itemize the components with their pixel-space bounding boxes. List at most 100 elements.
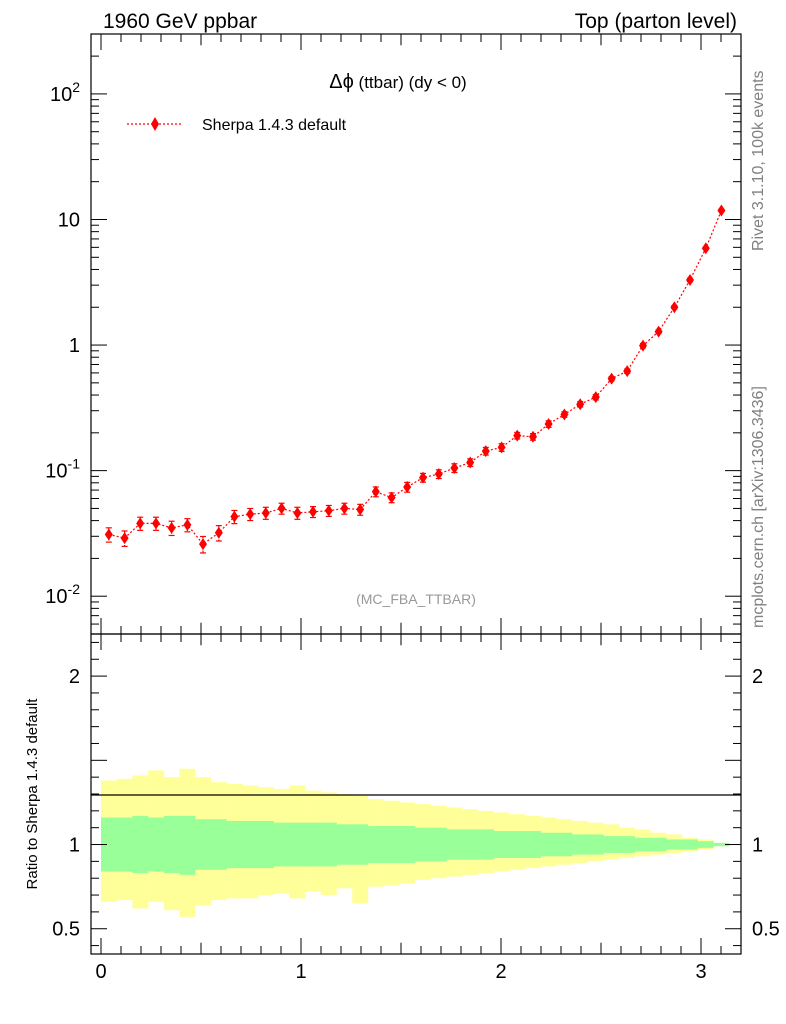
data-marker — [136, 517, 145, 530]
data-point — [387, 491, 396, 504]
data-point — [591, 391, 600, 404]
x-tick-label: 0 — [95, 961, 106, 983]
rivet-version-label: Rivet 3.1.10, 100k events — [750, 70, 767, 251]
data-point — [261, 506, 270, 520]
main-frame — [90, 33, 742, 635]
data-point — [104, 527, 113, 543]
data-point — [654, 325, 663, 338]
inner-band-bin — [210, 819, 227, 870]
data-marker — [277, 502, 286, 515]
data-point — [199, 535, 207, 554]
inner-band-bin — [132, 815, 149, 874]
inner-band-bin — [163, 815, 180, 874]
inner-band-bin — [493, 831, 510, 858]
main-plot-title: Δϕ (ttbar) (dy < 0) — [329, 71, 466, 93]
data-marker — [576, 398, 585, 411]
analysis-tag: (MC_FBA_TTBAR) — [356, 591, 476, 607]
inner-band-bin — [101, 817, 117, 872]
data-marker — [670, 301, 679, 314]
data-point — [293, 506, 302, 520]
data-marker — [214, 526, 223, 539]
x-tick-label: 2 — [495, 961, 506, 983]
main-data-layer — [104, 204, 726, 554]
inner-band-bin — [336, 824, 353, 865]
data-point — [434, 468, 443, 481]
mcplots-label: mcplots.cern.ch [arXiv:1306.3436] — [750, 386, 767, 628]
inner-band-bin — [603, 836, 620, 853]
ratio-y-tick-label: 2 — [69, 666, 80, 688]
data-point — [607, 372, 616, 385]
data-marker — [497, 441, 506, 454]
legend-label: Sherpa 1.4.3 default — [202, 117, 347, 134]
inner-band-bin — [305, 822, 322, 867]
tick-base: 10 — [45, 461, 67, 483]
data-point — [246, 507, 255, 522]
ratio-y-tick-label-right: 0.5 — [752, 919, 780, 941]
data-marker — [340, 502, 349, 515]
data-point — [309, 505, 317, 519]
inner-band-bin — [258, 820, 274, 869]
inner-band-bin — [477, 829, 494, 860]
data-marker — [324, 504, 333, 517]
y-tick-label: 102 — [50, 79, 80, 106]
title-rest: (ttbar) (dy < 0) — [354, 73, 467, 92]
data-marker — [639, 339, 647, 352]
inner-band-bin — [713, 842, 730, 847]
y-tick-label: 10-1 — [45, 456, 80, 483]
inner-band-bin — [383, 826, 400, 864]
legend-marker — [151, 117, 159, 131]
data-marker — [466, 456, 475, 469]
data-point — [497, 441, 506, 454]
inner-band-bin — [242, 820, 259, 869]
inner-band-bin — [666, 839, 683, 850]
data-marker — [654, 325, 663, 338]
ratio-tick-labels: 0.5 0.5 1 1 2 2 0 1 2 3 — [52, 666, 780, 983]
data-point — [670, 301, 679, 314]
inner-band-bin — [289, 822, 306, 867]
inner-band-bin — [195, 819, 212, 870]
ratio-panel: 0.5 0.5 1 1 2 2 0 1 2 3 Ratio to Sherpa 1.4.3 def… — [24, 633, 780, 983]
inner-band-bin — [572, 834, 588, 855]
x-tick-label: 1 — [295, 961, 306, 983]
ratio-axis-ticks — [91, 634, 742, 954]
y-tick-label: 10-2 — [45, 581, 80, 608]
header-left-label: 1960 GeV ppbar — [103, 10, 257, 33]
data-marker — [199, 538, 207, 551]
inner-band-bin — [540, 832, 557, 857]
inner-band-bin — [446, 829, 463, 860]
main-axis-ticks — [91, 33, 742, 635]
series-line — [108, 210, 722, 545]
inner-band-bin — [320, 822, 337, 867]
data-point — [560, 408, 569, 421]
title-symbol: Δϕ — [329, 71, 354, 93]
data-point — [701, 242, 710, 255]
inner-band-bin — [415, 827, 431, 862]
data-point — [717, 204, 726, 217]
data-point — [356, 503, 365, 516]
data-marker — [356, 503, 365, 516]
inner-band-bin — [462, 829, 479, 860]
x-tick-label: 3 — [695, 961, 706, 983]
inner-band-bin — [634, 837, 651, 852]
data-marker — [529, 430, 537, 443]
inner-band-bin — [226, 820, 243, 869]
ratio-y-tick-label: 0.5 — [52, 919, 80, 941]
inner-band-bin — [352, 824, 369, 865]
data-marker — [434, 468, 443, 481]
data-marker — [387, 491, 396, 504]
data-marker — [686, 273, 694, 286]
data-point — [340, 502, 349, 515]
data-marker — [246, 508, 255, 521]
ratio-y-axis-label: Ratio to Sherpa 1.4.3 default — [24, 698, 41, 890]
inner-band-bin — [681, 839, 698, 850]
data-marker — [183, 518, 192, 531]
data-marker — [623, 365, 632, 378]
y-tick-label: 10 — [58, 209, 80, 231]
data-point — [481, 445, 490, 458]
data-point — [419, 471, 427, 484]
data-point — [513, 429, 522, 442]
tick-exponent: 2 — [72, 79, 80, 95]
ratio-y-tick-label-right: 2 — [752, 666, 763, 688]
